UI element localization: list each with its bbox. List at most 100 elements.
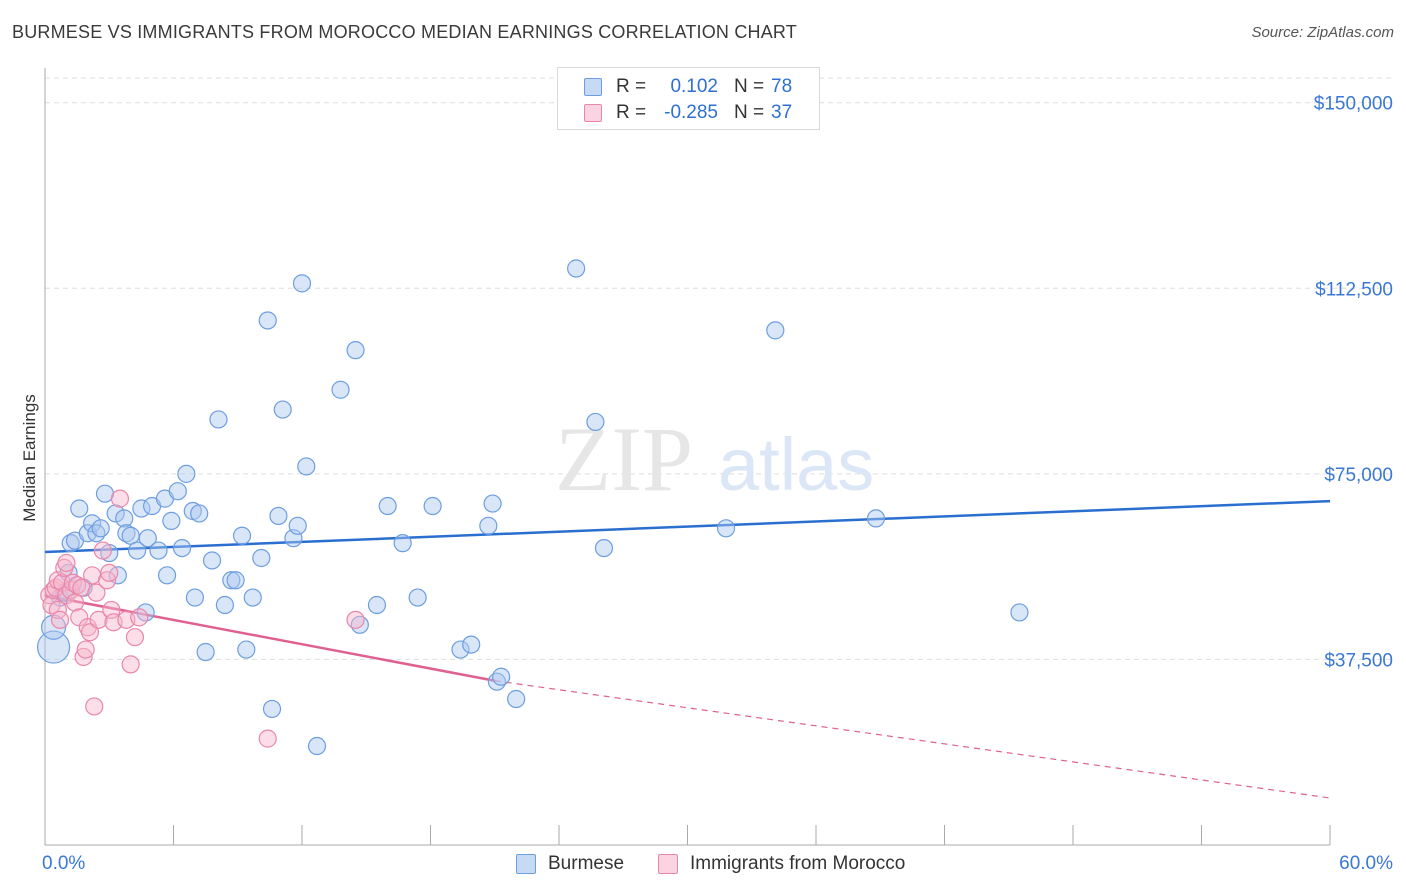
legend-label-burmese: Burmese bbox=[548, 853, 625, 874]
watermark-atlas: atlas bbox=[718, 423, 874, 506]
burmese-legend-swatch bbox=[516, 854, 536, 874]
point-morocco bbox=[93, 541, 112, 560]
point-morocco bbox=[74, 647, 93, 667]
point-burmese bbox=[408, 588, 427, 607]
point-morocco bbox=[76, 640, 95, 659]
point-morocco bbox=[85, 697, 104, 716]
trend-line-morocco-extension bbox=[494, 680, 1331, 799]
trend-line-burmese bbox=[44, 499, 1331, 554]
point-burmese bbox=[483, 494, 502, 513]
point-burmese bbox=[307, 736, 327, 756]
point-burmese bbox=[127, 541, 147, 560]
point-burmese bbox=[106, 504, 125, 523]
stats-legend-row-morocco: R = -0.285 N = 37 bbox=[558, 100, 819, 126]
point-burmese bbox=[479, 516, 498, 535]
r-label: R = bbox=[616, 102, 647, 123]
point-burmese bbox=[149, 541, 168, 560]
burmese-swatch bbox=[584, 78, 602, 96]
point-burmese bbox=[462, 635, 481, 654]
point-morocco bbox=[87, 583, 106, 602]
stats-legend: R = 0.102 N = 78 R = -0.285 N = 37 bbox=[557, 67, 820, 130]
point-morocco bbox=[258, 729, 277, 748]
series-legend: Burmese Immigrants from Morocco bbox=[0, 852, 1406, 876]
point-burmese bbox=[177, 464, 196, 483]
chart-title: BURMESE VS IMMIGRANTS FROM MOROCCO MEDIA… bbox=[12, 22, 797, 42]
x-tick-label: 0.0% bbox=[42, 853, 85, 874]
morocco-swatch bbox=[584, 104, 602, 122]
point-burmese bbox=[83, 514, 102, 533]
point-burmese bbox=[138, 529, 157, 548]
watermark-zip: ZIP bbox=[555, 408, 693, 510]
point-burmese bbox=[331, 380, 350, 399]
r-label: R = bbox=[616, 76, 647, 97]
point-morocco bbox=[80, 623, 100, 642]
point-morocco bbox=[125, 628, 145, 647]
point-burmese bbox=[292, 274, 312, 293]
axes bbox=[44, 68, 1331, 846]
point-burmese bbox=[492, 667, 511, 686]
point-burmese bbox=[567, 259, 586, 278]
point-burmese bbox=[297, 457, 316, 476]
point-burmese bbox=[91, 519, 110, 538]
watermark: ZIP atlas bbox=[555, 408, 874, 510]
point-morocco bbox=[98, 571, 117, 590]
point-burmese bbox=[209, 410, 228, 429]
point-burmese bbox=[594, 538, 614, 558]
point-burmese bbox=[393, 534, 412, 553]
point-burmese bbox=[115, 509, 134, 528]
r-value: -0.285 bbox=[664, 102, 718, 123]
point-burmese bbox=[367, 595, 387, 615]
point-morocco bbox=[121, 655, 140, 674]
point-burmese bbox=[1010, 603, 1029, 622]
point-burmese bbox=[168, 482, 187, 501]
point-burmese bbox=[507, 689, 526, 709]
point-burmese bbox=[40, 614, 67, 640]
point-burmese bbox=[202, 551, 222, 570]
stats-legend-row-burmese: R = 0.102 N = 78 bbox=[558, 74, 819, 100]
point-burmese bbox=[269, 506, 288, 526]
point-burmese bbox=[196, 642, 215, 662]
point-burmese bbox=[288, 516, 307, 535]
point-burmese bbox=[237, 640, 256, 659]
point-burmese bbox=[226, 571, 245, 590]
y-tick-label: $112,500 bbox=[1315, 279, 1393, 300]
x-tick-label: 60.0% bbox=[1339, 853, 1393, 874]
point-burmese bbox=[252, 548, 271, 568]
point-morocco bbox=[50, 610, 70, 629]
point-burmese bbox=[132, 499, 151, 518]
point-burmese bbox=[36, 630, 71, 664]
source-note: Source: ZipAtlas.com bbox=[1251, 24, 1394, 41]
y-tick-label: $37,500 bbox=[1324, 650, 1393, 671]
n-label: N = bbox=[734, 76, 765, 97]
point-burmese bbox=[172, 538, 192, 558]
point-morocco bbox=[89, 610, 108, 629]
y-tick-label: $150,000 bbox=[1314, 94, 1393, 115]
point-burmese bbox=[866, 509, 886, 528]
point-morocco bbox=[130, 608, 149, 627]
point-burmese bbox=[766, 321, 785, 340]
point-burmese bbox=[190, 504, 209, 523]
point-burmese bbox=[273, 400, 292, 419]
point-morocco bbox=[346, 610, 365, 629]
point-burmese bbox=[451, 640, 470, 659]
grid-lines bbox=[45, 77, 1395, 660]
point-burmese bbox=[162, 511, 181, 530]
data-points bbox=[36, 259, 1029, 756]
point-burmese bbox=[157, 566, 177, 585]
point-morocco bbox=[110, 489, 130, 508]
point-burmese bbox=[222, 571, 241, 590]
point-morocco bbox=[57, 553, 76, 573]
legend-label-morocco: Immigrants from Morocco bbox=[690, 853, 906, 874]
point-burmese bbox=[262, 699, 282, 719]
n-value: 78 bbox=[771, 76, 793, 97]
point-burmese bbox=[232, 526, 252, 545]
point-burmese bbox=[378, 496, 397, 516]
point-burmese bbox=[70, 499, 89, 518]
n-label: N = bbox=[734, 102, 765, 123]
point-burmese bbox=[586, 412, 605, 432]
r-value: 0.102 bbox=[670, 76, 718, 97]
point-burmese bbox=[258, 311, 277, 330]
morocco-legend-swatch bbox=[658, 854, 678, 874]
point-burmese bbox=[243, 588, 262, 607]
